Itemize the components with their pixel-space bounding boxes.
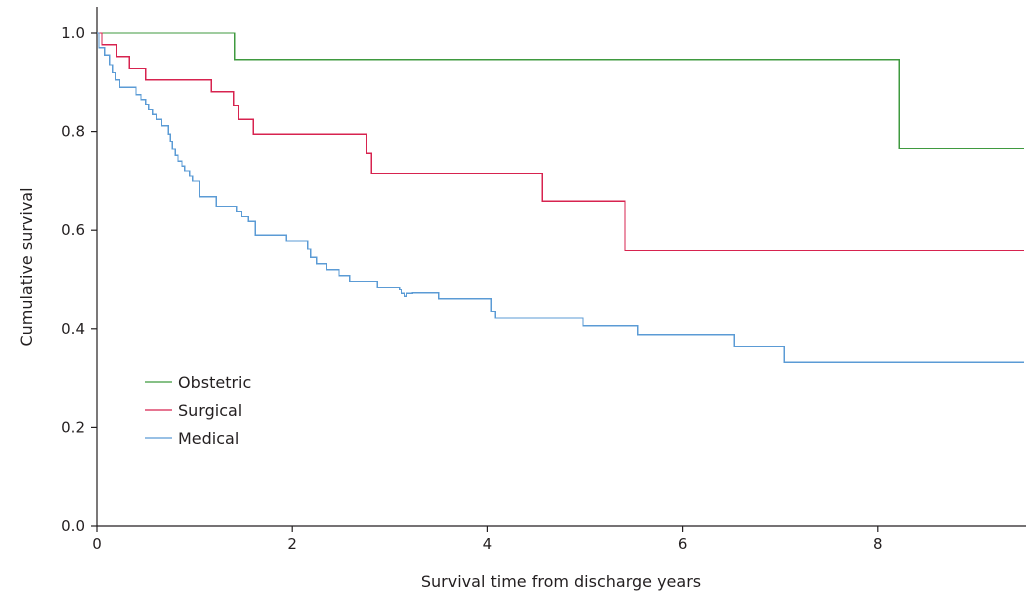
y-tick-label: 0.2 (61, 418, 85, 436)
y-tick-label: 0.0 (61, 517, 85, 535)
x-tick-label: 6 (678, 535, 688, 553)
axes (96, 7, 1026, 527)
legend-label-surgical: Surgical (178, 401, 242, 420)
ticks: 0 2 4 6 8 0.0 0.2 0.4 0.6 0.8 1.0 (61, 24, 882, 553)
series-line-surgical (97, 32, 1025, 252)
series-line-obstetric (97, 32, 1025, 150)
y-tick-label: 0.4 (61, 320, 85, 338)
legend: Obstetric Surgical Medical (145, 373, 251, 448)
legend-label-medical: Medical (178, 429, 239, 448)
y-tick-label: 0.6 (61, 221, 85, 239)
legend-label-obstetric: Obstetric (178, 373, 251, 392)
y-axis-title: Cumulative survival (17, 187, 36, 346)
x-tick-label: 8 (873, 535, 883, 553)
x-tick-label: 0 (92, 535, 102, 553)
x-tick-label: 4 (483, 535, 493, 553)
y-tick-label: 1.0 (61, 24, 85, 42)
series-lines (97, 32, 1025, 363)
x-axis-title: Survival time from discharge years (421, 572, 701, 591)
x-tick-label: 2 (287, 535, 297, 553)
series-line-medical (97, 32, 1025, 363)
y-tick-label: 0.8 (61, 123, 85, 141)
